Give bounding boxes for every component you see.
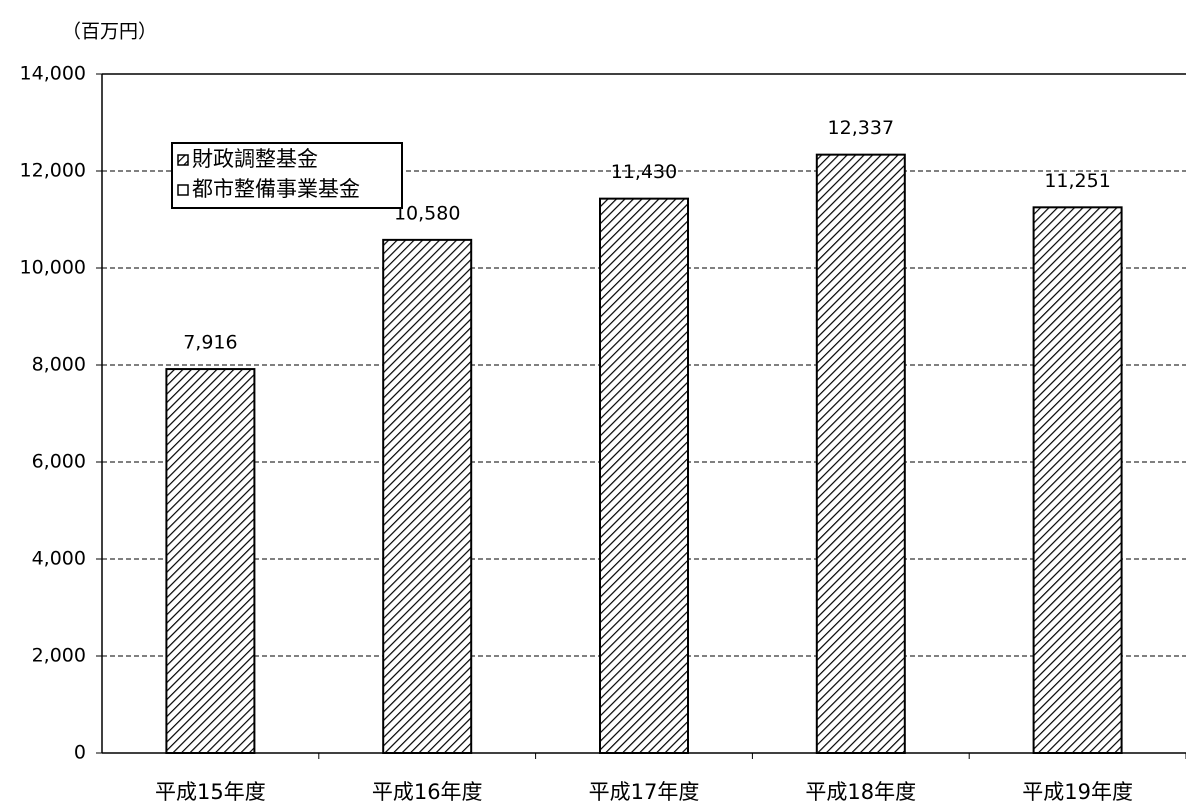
legend-swatch (177, 154, 189, 166)
data-label: 7,916 (183, 332, 237, 354)
x-tick-label: 平成18年度 (805, 780, 916, 804)
data-label: 11,430 (611, 161, 677, 183)
x-tick-label: 平成15年度 (155, 780, 266, 804)
y-tick-label: 12,000 (20, 160, 86, 182)
legend-swatch (177, 184, 189, 196)
bar (165, 368, 256, 754)
data-label: 11,251 (1044, 170, 1110, 192)
y-tick-label: 8,000 (32, 354, 86, 376)
y-tick-label: 6,000 (32, 451, 86, 473)
y-tick-label: 0 (74, 742, 86, 764)
legend-label: 都市整備事業基金 (192, 177, 360, 201)
y-unit: （百万円） (62, 21, 157, 43)
y-tick-label: 10,000 (20, 257, 86, 279)
y-tick-label: 4,000 (32, 548, 86, 570)
y-tick-label: 14,000 (20, 63, 86, 85)
data-label: 12,337 (828, 117, 894, 139)
bar (599, 197, 689, 754)
x-tick-label: 平成17年度 (589, 780, 700, 804)
bar (382, 238, 473, 754)
bar (1032, 206, 1123, 755)
x-tick-label: 平成16年度 (372, 780, 483, 804)
bar (815, 153, 906, 754)
legend-box (171, 142, 403, 209)
y-tick-label: 2,000 (32, 645, 86, 667)
x-tick-label: 平成19年度 (1022, 780, 1133, 804)
data-label: 10,580 (394, 202, 460, 224)
legend-label: 財政調整基金 (192, 147, 318, 171)
